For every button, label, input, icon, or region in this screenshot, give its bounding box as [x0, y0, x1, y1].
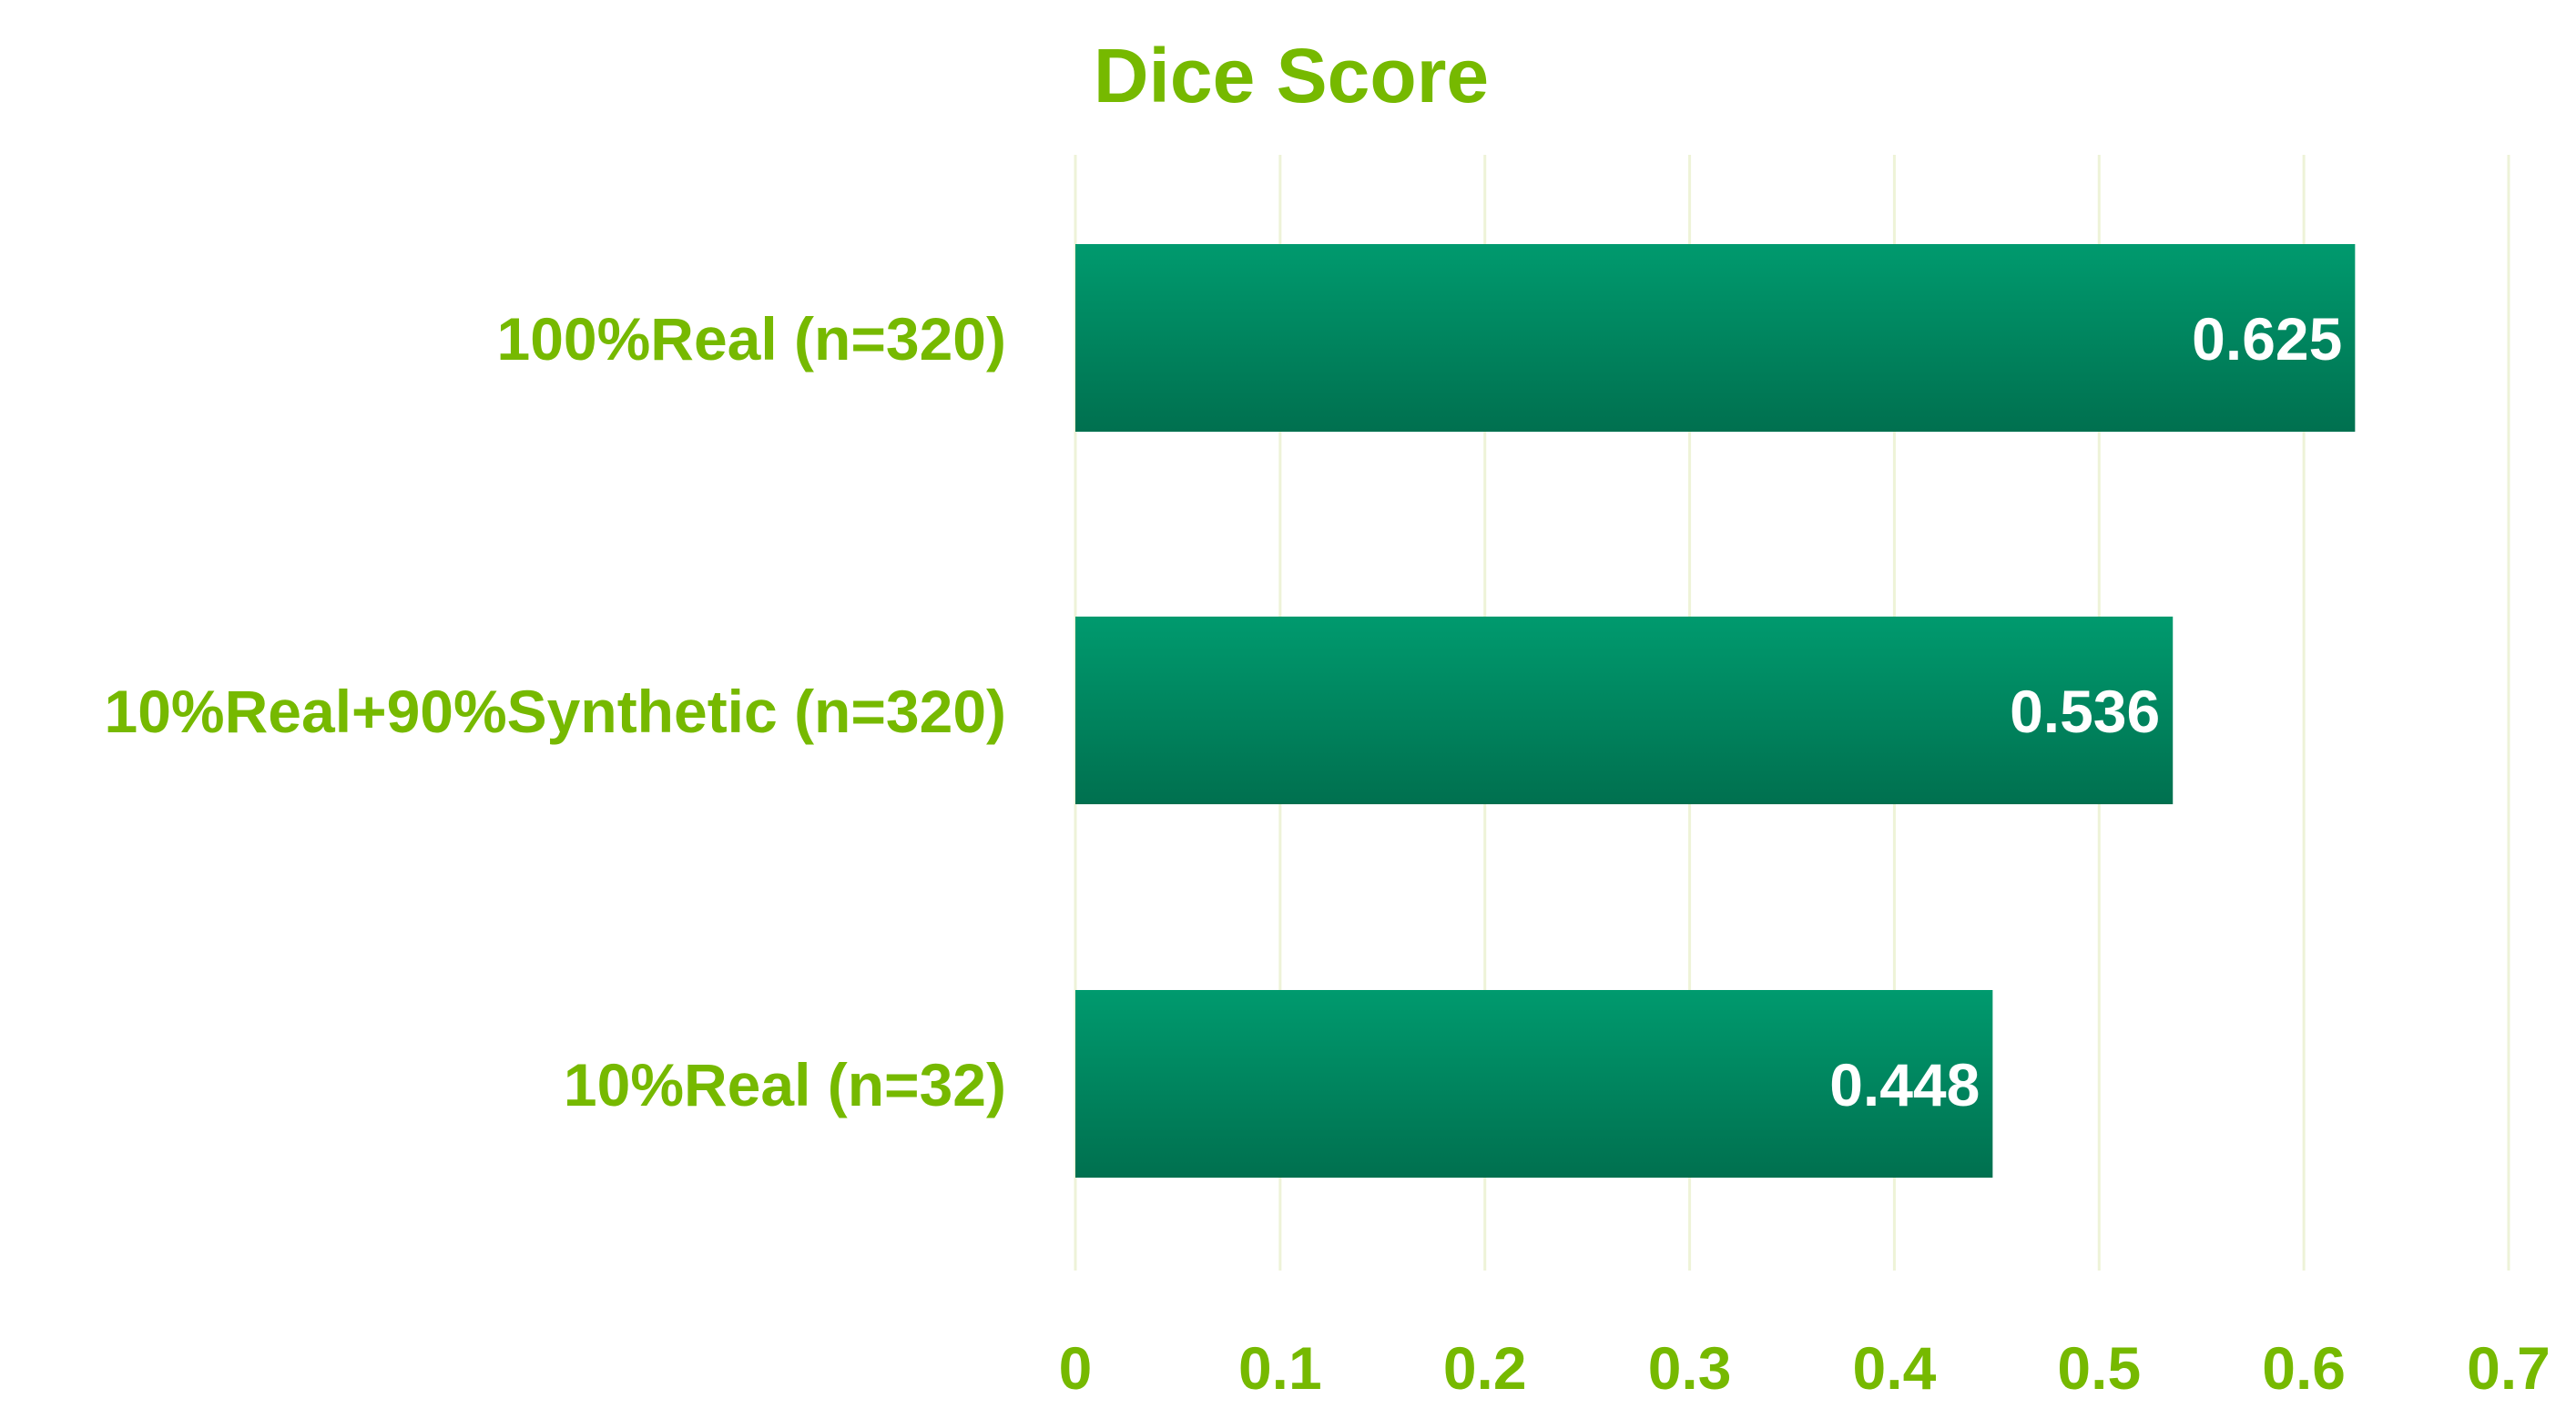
bar [1075, 990, 1993, 1178]
category-label: 10%Real+90%Synthetic (n=320) [105, 678, 1006, 745]
bar [1075, 617, 2174, 804]
x-tick-label: 0.2 [1443, 1334, 1527, 1402]
x-tick-label: 0.5 [2057, 1334, 2141, 1402]
x-tick-label: 0.4 [1853, 1334, 1937, 1402]
x-tick-label: 0.6 [2262, 1334, 2346, 1402]
category-label: 10%Real (n=32) [564, 1051, 1006, 1118]
category-label: 100%Real (n=320) [497, 305, 1007, 373]
x-tick-label: 0.7 [2467, 1334, 2551, 1402]
x-tick-label: 0.3 [1648, 1334, 1732, 1402]
x-tick-label: 0 [1059, 1334, 1093, 1402]
x-tick-label: 0.1 [1238, 1334, 1322, 1402]
data-label: 0.448 [1829, 1051, 1980, 1118]
chart-title: Dice Score [1094, 33, 1489, 118]
bars [1075, 244, 2356, 1178]
labels: 0 0.1 0.2 0.3 0.4 0.5 0.6 0.7 100%Real (n=320) 0.… [105, 305, 2551, 1402]
bar [1075, 244, 2356, 432]
data-label: 0.536 [2010, 678, 2160, 745]
data-label: 0.625 [2192, 305, 2342, 373]
